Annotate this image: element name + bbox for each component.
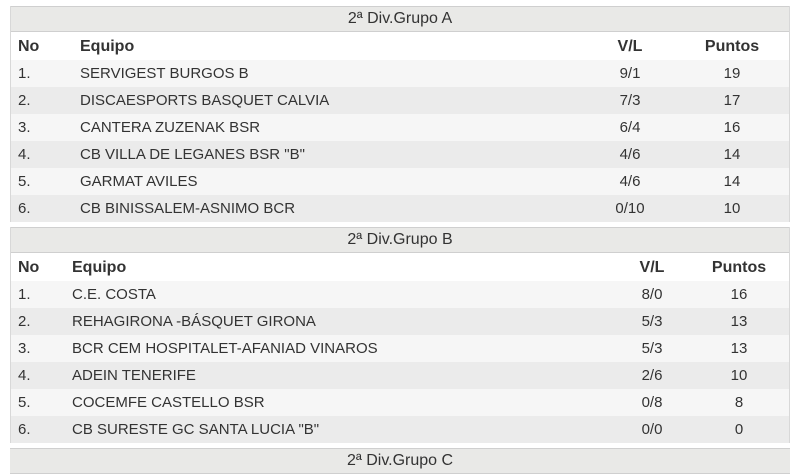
cell: 14 <box>723 173 741 190</box>
table-row: 4. ADEIN TENERIFE 2/6 10 <box>10 362 790 389</box>
cell: 1. <box>18 65 31 82</box>
cell: 17 <box>723 92 741 109</box>
table-row: 2. REHAGIRONA -BÁSQUET GIRONA 5/3 13 <box>10 308 790 335</box>
cell: 19 <box>723 65 741 82</box>
cell: C.E. COSTA <box>72 286 156 303</box>
cell: 6. <box>18 200 31 217</box>
cell: 4. <box>18 146 31 163</box>
table-header: No Equipo V/L Puntos <box>10 254 790 281</box>
cell: CB BINISSALEM-ASNIMO BCR <box>80 200 296 217</box>
cell: 2. <box>18 92 31 109</box>
header-cell: Puntos <box>711 259 767 276</box>
cell: 6/4 <box>619 119 641 136</box>
cell: 2/6 <box>641 367 663 384</box>
header-cell: Equipo <box>72 259 127 276</box>
cell: 1. <box>18 286 31 303</box>
cell: 4/6 <box>619 146 641 163</box>
page: {"groups": [ {"title": "2ª Div.Grupo A",… <box>10 6 790 474</box>
cell: 13 <box>730 313 748 330</box>
header-cell: No <box>18 259 40 276</box>
table-row: 2. DISCAESPORTS BASQUET CALVIA 7/3 17 <box>10 87 790 114</box>
table-row: 5. GARMAT AVILES 4/6 14 <box>10 168 790 195</box>
cell: 8/0 <box>641 286 663 303</box>
cell: 5/3 <box>641 340 663 357</box>
cell: BCR CEM HOSPITALET-AFANIAD VINAROS <box>72 340 378 357</box>
header-cell: V/L <box>617 38 643 55</box>
cell: 0/0 <box>641 421 663 438</box>
cell: REHAGIRONA -BÁSQUET GIRONA <box>72 313 316 330</box>
table-row: 6. CB BINISSALEM-ASNIMO BCR 0/10 10 <box>10 195 790 222</box>
cell: GARMAT AVILES <box>80 173 198 190</box>
group-title: 2ª Div.Grupo A <box>10 6 790 32</box>
header-cell: Puntos <box>704 38 760 55</box>
cell: CANTERA ZUZENAK BSR <box>80 119 261 136</box>
cell: 3. <box>18 340 31 357</box>
cell: 10 <box>723 200 741 217</box>
group-title: 2ª Div.Grupo C <box>10 448 790 474</box>
cell: 5. <box>18 173 31 190</box>
cell: 5/3 <box>641 313 663 330</box>
cell: 16 <box>723 119 741 136</box>
cell: ADEIN TENERIFE <box>72 367 196 384</box>
header-cell: Equipo <box>80 38 135 55</box>
cell: COCEMFE CASTELLO BSR <box>72 394 265 411</box>
table-header: No Equipo V/L Puntos <box>10 33 790 60</box>
table-row: 3. BCR CEM HOSPITALET-AFANIAD VINAROS 5/3 1… <box>10 335 790 362</box>
group-title: 2ª Div.Grupo B <box>10 227 790 253</box>
cell: CB VILLA DE LEGANES BSR "B" <box>80 146 305 163</box>
cell: 4. <box>18 367 31 384</box>
cell: 2. <box>18 313 31 330</box>
header-cell: V/L <box>639 259 665 276</box>
cell: 8 <box>734 394 744 411</box>
table-row: 4. CB VILLA DE LEGANES BSR "B" 4/6 14 <box>10 141 790 168</box>
header-cell: No <box>18 38 40 55</box>
table-row: 5. COCEMFE CASTELLO BSR 0/8 8 <box>10 389 790 416</box>
table-row: 3. CANTERA ZUZENAK BSR 6/4 16 <box>10 114 790 141</box>
cell: 14 <box>723 146 741 163</box>
cell: SERVIGEST BURGOS B <box>80 65 249 82</box>
table-row: 1. SERVIGEST BURGOS B 9/1 19 <box>10 60 790 87</box>
cell: 5. <box>18 394 31 411</box>
cell: DISCAESPORTS BASQUET CALVIA <box>80 92 330 109</box>
cell: 10 <box>730 367 748 384</box>
cell: 13 <box>730 340 748 357</box>
cell: 3. <box>18 119 31 136</box>
cell: 7/3 <box>619 92 641 109</box>
table-row: 6. CB SURESTE GC SANTA LUCIA "B" 0/0 0 <box>10 416 790 443</box>
cell: 0 <box>734 421 744 438</box>
cell: 0/10 <box>615 200 645 217</box>
cell: 0/8 <box>641 394 663 411</box>
cell: CB SURESTE GC SANTA LUCIA "B" <box>72 421 320 438</box>
cell: 6. <box>18 421 31 438</box>
cell: 4/6 <box>619 173 641 190</box>
table-row: 1. C.E. COSTA 8/0 16 <box>10 281 790 308</box>
cell: 9/1 <box>619 65 641 82</box>
cell: 16 <box>730 286 748 303</box>
